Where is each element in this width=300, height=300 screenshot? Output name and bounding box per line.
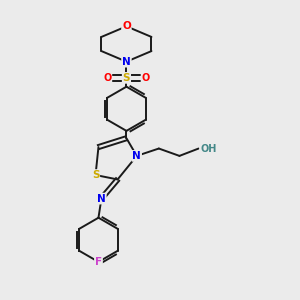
- Text: OH: OH: [200, 143, 216, 154]
- Text: N: N: [122, 57, 131, 67]
- Text: O: O: [103, 73, 111, 83]
- Text: O: O: [142, 73, 150, 83]
- Text: O: O: [122, 21, 131, 31]
- Text: N: N: [97, 194, 106, 204]
- Text: N: N: [132, 151, 141, 161]
- Text: F: F: [95, 257, 102, 267]
- Text: S: S: [123, 73, 130, 83]
- Text: S: S: [92, 170, 99, 180]
